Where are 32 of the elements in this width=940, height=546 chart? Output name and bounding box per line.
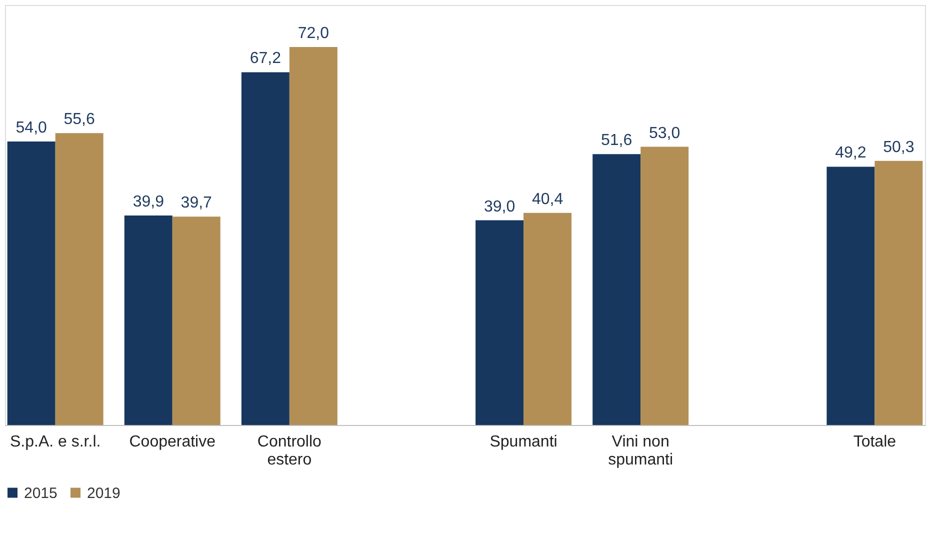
data-label: 55,6 [64, 111, 95, 128]
bar [172, 216, 220, 425]
bar [826, 166, 875, 425]
bar [592, 154, 641, 425]
data-label: 39,0 [484, 198, 516, 216]
bar [476, 220, 524, 425]
data-label: 39,7 [180, 194, 212, 212]
bar [524, 212, 572, 425]
x-tick-label: Cooperative [129, 434, 216, 450]
data-label: 53,0 [648, 124, 680, 142]
bar [7, 142, 56, 425]
data-label: 50,3 [883, 138, 914, 156]
bar [241, 72, 290, 425]
x-tick-label: Spumanti [490, 434, 558, 450]
legend-label: 2015 [24, 484, 58, 502]
data-label: 67,2 [250, 50, 282, 68]
legend-label: 2019 [87, 484, 120, 502]
bar [874, 160, 923, 425]
data-label: 39,9 [132, 194, 164, 211]
data-label: 51,6 [601, 132, 632, 150]
x-tick-label: S.p.A. e s.r.l. [10, 434, 101, 450]
bar [289, 47, 338, 425]
bar [640, 146, 689, 425]
x-tick-label: Totale [853, 434, 896, 450]
x-tick-label: Controllo estero [257, 434, 322, 468]
bar [55, 133, 104, 425]
data-label: 40,4 [532, 190, 564, 208]
bar [124, 216, 172, 425]
data-label: 72,0 [298, 25, 330, 42]
data-label: 54,0 [16, 120, 48, 136]
data-label: 49,2 [835, 144, 866, 162]
x-tick-label: Vini non spumanti [608, 434, 674, 468]
